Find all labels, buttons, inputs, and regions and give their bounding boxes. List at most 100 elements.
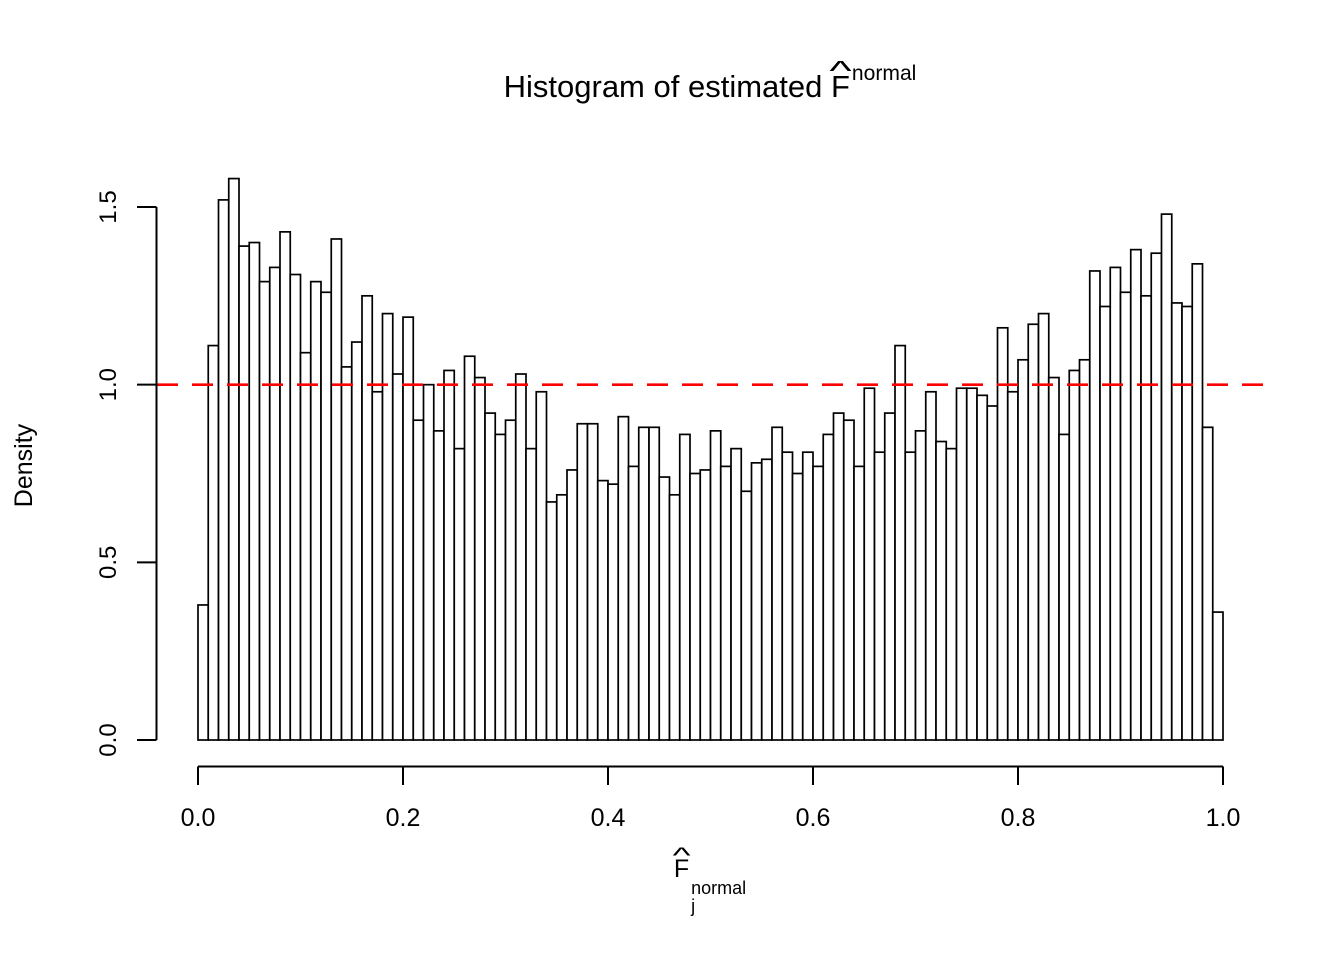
- histogram-bar: [924, 390, 937, 741]
- hat-accent: ^: [829, 54, 852, 86]
- histogram-bar: [719, 465, 732, 741]
- histogram-bar: [555, 493, 568, 741]
- histogram-bar: [1068, 369, 1081, 741]
- histogram-bar: [1211, 611, 1224, 741]
- histogram-bar: [514, 373, 527, 741]
- histogram-bar: [986, 405, 999, 741]
- x-axis-label-scripts: normal j: [691, 879, 746, 915]
- histogram-bar: [771, 426, 784, 741]
- histogram-bar: [453, 447, 466, 741]
- histogram-bar: [525, 447, 538, 741]
- histogram-bar: [1078, 358, 1091, 741]
- x-axis-label-superscript: normal: [691, 878, 747, 899]
- histogram-bar: [443, 369, 456, 741]
- histogram-bar: [863, 387, 876, 741]
- histogram-bar: [873, 451, 886, 741]
- histogram-bar: [586, 422, 599, 741]
- histogram-bar: [1201, 426, 1214, 741]
- histogram-bar: [432, 430, 445, 741]
- y-axis-tick-label: 0.0: [95, 723, 122, 756]
- histogram-bar: [402, 316, 415, 741]
- x-axis-tick-label: 1.0: [1206, 804, 1241, 832]
- histogram-bar: [299, 351, 312, 741]
- histogram-bar: [1170, 302, 1183, 741]
- histogram-bar: [371, 390, 384, 741]
- histogram-bar: [494, 433, 507, 741]
- y-axis-tick-label: 1.5: [95, 190, 122, 223]
- histogram-bar: [596, 479, 609, 741]
- chart-title: Histogram of estimated ^ Fnormal: [76, 55, 1344, 104]
- histogram-bar: [648, 426, 661, 741]
- histogram-bar: [894, 344, 907, 741]
- histogram-bar: [412, 419, 425, 741]
- histogram-bar: [904, 451, 917, 741]
- histogram-bar: [935, 440, 948, 741]
- histogram-bar: [279, 231, 292, 741]
- histogram-bar: [248, 241, 261, 741]
- chart-title-f: F: [830, 69, 850, 104]
- histogram-bar: [1160, 213, 1173, 741]
- histogram-bar: [1129, 248, 1142, 741]
- histogram-bar: [945, 447, 958, 741]
- histogram-bar: [227, 177, 240, 741]
- histogram-bar: [637, 426, 650, 741]
- histogram-bar: [1058, 433, 1071, 741]
- histogram-bar: [422, 383, 435, 741]
- histogram-bar: [627, 465, 640, 741]
- histogram-bar: [678, 433, 691, 741]
- histogram-bar: [617, 415, 630, 741]
- histogram-bar: [668, 493, 681, 741]
- histogram-bar: [781, 451, 794, 741]
- histogram-bar: [709, 430, 722, 741]
- histogram-bar: [832, 412, 845, 741]
- histogram-bar: [1047, 376, 1060, 741]
- histogram-bar: [576, 422, 589, 741]
- histogram-bar: [1037, 312, 1050, 741]
- histogram-bar: [238, 245, 251, 741]
- histogram-bar: [1027, 323, 1040, 741]
- histogram-bar: [217, 199, 230, 741]
- y-axis-tick-label: 0.5: [95, 546, 122, 579]
- histogram-bar: [791, 472, 804, 741]
- histogram-bar: [976, 394, 989, 741]
- chart-title-f-hat: ^ F: [829, 55, 851, 104]
- histogram-bar: [1119, 291, 1132, 741]
- histogram-bar: [883, 412, 896, 741]
- histogram-bar: [965, 387, 978, 741]
- histogram-bar: [801, 451, 814, 741]
- chart-title-text: Histogram of estimated: [503, 69, 831, 104]
- histogram-bar: [1140, 294, 1153, 741]
- histogram-bar: [730, 447, 743, 741]
- histogram-bar: [607, 483, 620, 741]
- histogram-bar: [1088, 270, 1101, 741]
- histogram-bar: [258, 280, 271, 741]
- x-axis-tick-label: 0.2: [386, 804, 421, 832]
- histogram-bar: [1181, 305, 1194, 741]
- y-axis-title: Density: [10, 423, 38, 507]
- histogram-bar: [842, 419, 855, 741]
- histogram-bar: [689, 472, 702, 741]
- x-axis-tick-label: 0.6: [796, 804, 831, 832]
- histogram-bar: [473, 376, 486, 741]
- histogram-bar: [361, 294, 374, 741]
- histogram-bar: [1191, 263, 1204, 741]
- histogram-bar: [1150, 252, 1163, 741]
- histogram-bar: [330, 238, 343, 741]
- histogram-bar: [504, 419, 517, 741]
- x-axis-label-f-hat: ^ F: [673, 844, 691, 884]
- histogram-bar: [955, 387, 968, 741]
- chart-title-superscript: normal: [851, 61, 917, 85]
- histogram-bar: [822, 433, 835, 741]
- histogram-bar: [391, 373, 404, 741]
- histogram-bar: [1099, 305, 1112, 741]
- histogram-bar: [996, 326, 1009, 741]
- histogram-bar: [1109, 266, 1122, 741]
- histogram-bar: [340, 366, 353, 741]
- x-axis-tick-label: 0.0: [181, 804, 216, 832]
- histogram-bar: [207, 344, 220, 741]
- y-axis-tick-label: 1.0: [95, 368, 122, 401]
- x-axis-tick-label: 0.4: [591, 804, 626, 832]
